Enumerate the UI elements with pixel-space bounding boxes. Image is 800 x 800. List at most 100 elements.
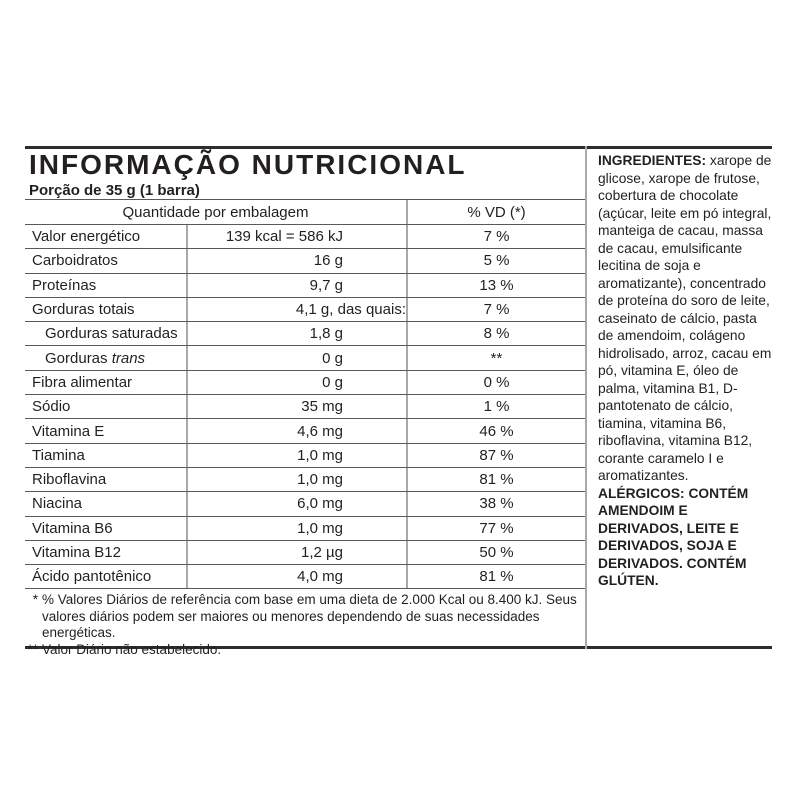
nutrient-amount: 35 mg [301,398,343,416]
ingredients-panel: INGREDIENTES: xarope de glicose, xarope … [598,152,773,590]
nutrient-amount: 16 g [313,252,343,270]
table-row: Valor energético 139 kcal = 586 kJ 7 % [25,225,585,250]
nutrient-daily-value-cell: 46 % [479,422,514,440]
footnote: * % Valores Diários de referência com ba… [25,592,581,642]
allergens-text: ALÉRGICOS: CONTÉM AMENDOIM E DERIVADOS, … [598,485,749,589]
footnote-text: % Valores Diários de referência com base… [42,592,577,640]
table-row: Tiamina 1,0 mg 87 % [25,443,585,468]
nutrient-amount: 0 g [322,349,343,367]
nutrient-amount: 4,6 mg [297,422,343,440]
nutrient-amount-cell: 1,0 mg [188,467,408,492]
nutrient-daily-value-cell: 81 % [479,568,514,586]
table-row: Vitamina B12 1,2 µg 50 % [25,540,585,566]
nutrient-amount-cell: 9,7 g [188,273,408,297]
nutrient-amount: 1,0 mg [297,446,343,464]
nutrient-name-cell: Tiamina [25,443,188,467]
nutrient-amount-cell: 4,0 mg [188,565,408,589]
nutrient-name: Fibra alimentar [32,373,133,391]
nutrient-amount: 1,0 mg [297,471,343,489]
footnote-marker: ** [27,641,38,657]
table-row: Vitamina E 4,6 mg 46 % [25,419,585,444]
nutrient-daily-value-cell: 7 % [483,301,510,319]
table-row: Proteínas 9,7 g 13 % [25,273,585,298]
nutrient-name: Niacina [32,495,83,513]
table-row: Fibra alimentar 0 g 0 % [25,370,585,396]
nutrient-daily-value-cell: 1 % [483,398,510,416]
column-header-quantity: Quantidade por embalagem [25,200,408,224]
nutrient-name-cell: Riboflavina [25,467,188,492]
nutrient-name: Valor energético [32,228,141,246]
nutrient-amount-cell: 1,2 µg [188,540,408,565]
nutrient-daily-value-cell: 50 % [479,544,514,561]
nutrient-amount: 139 kcal = 586 kJ [225,228,343,246]
nutrient-daily-value-cell: 13 % [479,276,514,294]
nutrient-daily-value-cell: 5 % [483,252,510,270]
nutrient-name-cell: Ácido pantotênico [25,565,188,589]
ingredients-divider-rule [585,146,587,649]
nutrient-amount-suffix: , das quais: [329,301,406,319]
nutrient-name: Gorduras [45,349,112,367]
nutrient-amount-cell: 1,0 mg [188,443,408,467]
table-row: Sódio 35 mg 1 % [25,395,585,420]
nutrient-name-cell: Niacina [25,492,188,516]
nutrient-name-cell: Gorduras trans [25,346,188,370]
table-row: Ácido pantotênico 4,0 mg 81 % [25,565,585,590]
table-row: Gorduras saturadas 1,8 g 8 % [25,322,585,347]
nutrient-daily-value-cell: 81 % [479,471,514,489]
nutrient-name: Ácido pantotênico [32,568,152,586]
nutrient-amount-cell: 1,0 mg [188,516,408,540]
nutrient-name-cell: Fibra alimentar [25,370,188,395]
ingredients-text: xarope de glicose, xarope de frutose, co… [598,153,772,483]
table-row: Riboflavina 1,0 mg 81 % [25,467,585,493]
nutrient-name: Sódio [32,398,71,416]
table-row: Carboidratos 16 g 5 % [25,249,585,274]
nutrient-name: Gorduras saturadas [45,325,178,343]
nutrient-amount: 1,2 µg [300,544,343,561]
nutrient-name-cell: Gorduras saturadas [25,322,188,346]
footnote-marker: * [32,592,38,607]
nutrient-name: Vitamina B12 [32,544,121,561]
nutrient-name: Vitamina B6 [32,519,113,537]
nutrient-daily-value-cell: 87 % [479,446,514,464]
nutrient-name-cell: Gorduras totais [25,297,188,322]
table-row: Gorduras trans 0 g ** [25,346,585,371]
nutrient-name: Riboflavina [32,471,107,489]
nutrient-name: Proteínas [32,276,97,294]
nutrient-name-cell: Sódio [25,395,188,419]
nutrient-daily-value-cell: ** [490,349,503,367]
nutrient-name: Gorduras totais [32,301,135,319]
label-header: INFORMAÇÃO NUTRICIONAL Porção de 35 g (1… [25,151,585,200]
nutrient-name: Carboidratos [32,252,118,270]
nutrient-daily-value-cell: 77 % [479,519,514,537]
nutrient-amount-cell: 0 g [188,370,408,395]
bottom-border-rule [25,646,772,649]
nutrient-name: Tiamina [32,446,85,464]
nutrient-amount: 9,7 g [309,276,343,294]
nutrient-amount-cell: 0 g [188,346,408,370]
nutrient-name-cell: Carboidratos [25,249,188,273]
table-body: Valor energético 139 kcal = 586 kJ 7 % C… [25,225,585,590]
nutrient-name-cell: Vitamina E [25,419,188,443]
nutrient-name-cell: Proteínas [25,273,188,297]
nutrient-daily-value-cell: 7 % [483,228,510,246]
table-header-row: Quantidade por embalagem % VD (*) [25,199,585,225]
nutrient-daily-value-cell: 8 % [483,325,510,343]
nutrition-table: Quantidade por embalagem % VD (*) Valor … [25,199,585,590]
nutrient-amount: 6,0 mg [297,495,343,513]
table-row: Niacina 6,0 mg 38 % [25,492,585,517]
top-border-rule [25,146,772,149]
nutrient-daily-value-cell: 0 % [483,373,510,391]
nutrient-amount-cell: 139 kcal = 586 kJ [188,225,408,249]
nutrient-name: Vitamina E [32,422,105,440]
nutrient-name-cell: Vitamina B12 [25,540,188,565]
nutrient-name-cell: Vitamina B6 [25,516,188,540]
nutrient-amount: 1,8 g [309,325,343,343]
nutrient-amount: 1,0 mg [297,519,343,537]
nutrient-amount-cell: 16 g [188,249,408,273]
footnote-text: Valor Diário não estabelecido. [42,641,222,657]
table-row: Gorduras totais 4,1 g, das quais: 7 % [25,297,585,323]
column-header-daily-value: % VD (*) [467,203,526,221]
footnote: ** Valor Diário não estabelecido. [25,642,581,659]
nutrient-amount-cell: 4,6 mg [188,419,408,443]
